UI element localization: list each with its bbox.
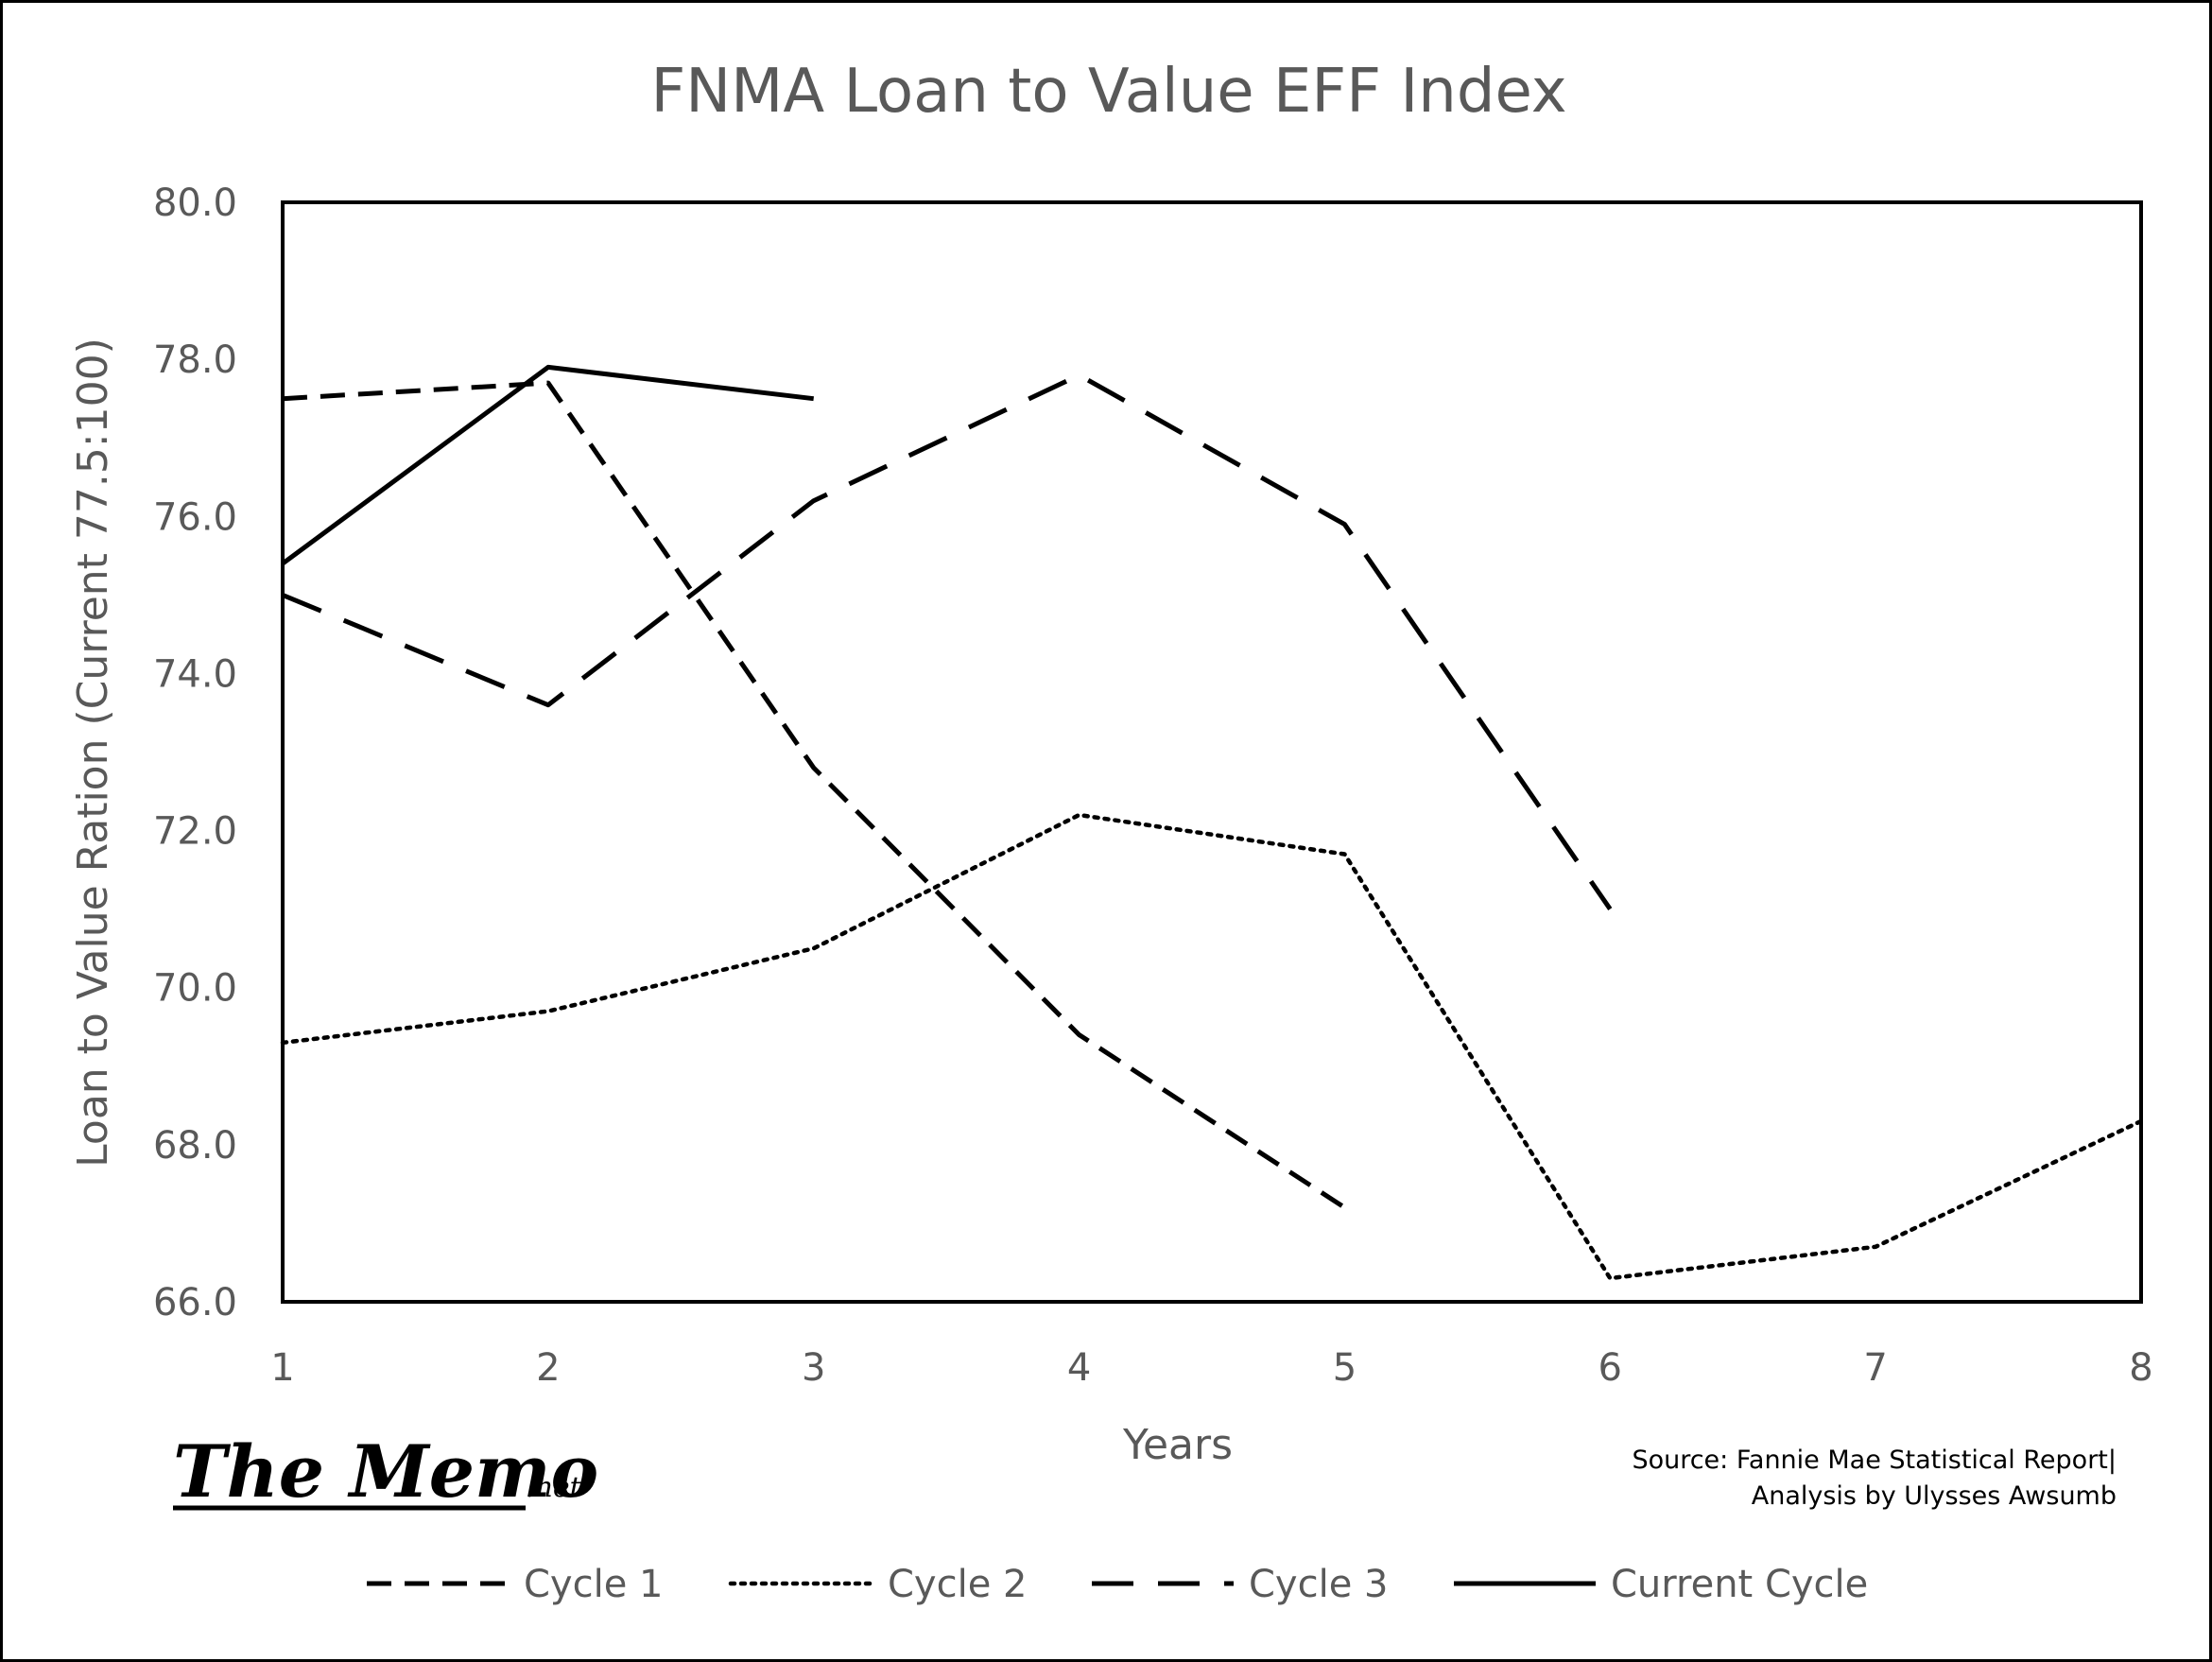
x-axis-label: Years [1122, 1421, 1233, 1469]
y-tick-label-3: 72.0 [153, 810, 237, 854]
x-tick-label-3: 4 [1067, 1346, 1091, 1390]
series-line-1 [282, 380, 1346, 1210]
y-axis-ticks: 66.0 68.0 70.0 72.0 74.0 76.0 78.0 80.0 [153, 182, 237, 1324]
logo-suffix: .net [526, 1471, 582, 1504]
x-axis-ticks: 1 2 3 4 5 6 7 8 [270, 1346, 2152, 1390]
y-tick-label-5: 76.0 [153, 495, 237, 539]
chart-title: FNMA Loan to Value EFF Index [650, 57, 1566, 127]
legend-label-2: Cycle 2 [888, 1563, 1027, 1606]
y-tick-label-1: 68.0 [153, 1124, 237, 1168]
legend-label-4: Current Cycle [1611, 1563, 1868, 1606]
x-tick-label-4: 5 [1333, 1346, 1357, 1390]
x-tick-label-6: 7 [1863, 1346, 1887, 1390]
y-tick-label-7: 80.0 [153, 182, 237, 225]
series-line-4 [281, 364, 814, 566]
x-tick-label-1: 2 [536, 1346, 560, 1390]
plot-border [281, 200, 2143, 1304]
x-tick-label-5: 6 [1599, 1346, 1622, 1390]
y-tick-label-2: 70.0 [153, 967, 237, 1011]
line-chart: FNMA Loan to Value EFF Index 66.0 68.0 70.… [69, 57, 2153, 1606]
x-tick-label-0: 1 [270, 1346, 294, 1390]
source-line-1: Source: Fannie Mae Statistical Report| [1632, 1446, 2117, 1475]
logo-text: The Memo [173, 1429, 598, 1514]
series-line-3 [282, 372, 1613, 911]
x-tick-label-2: 3 [802, 1346, 825, 1390]
series-line-2 [280, 812, 2144, 1281]
plot-area [280, 200, 2144, 1304]
y-axis-label: Loan to Value Ration (Current 77.5:100) [69, 338, 117, 1168]
series-layer [280, 364, 2144, 1281]
x-tick-label-7: 8 [2129, 1346, 2152, 1390]
source-line-2: Analysis by Ulysses Awsumb [1752, 1481, 2117, 1511]
legend-label-3: Cycle 3 [1249, 1563, 1388, 1606]
y-tick-label-4: 74.0 [153, 652, 237, 696]
chart-legend: Cycle 1 Cycle 2 Cycle 3 Current Cycle [367, 1563, 1868, 1606]
y-tick-label-0: 66.0 [153, 1281, 237, 1324]
the-memo-logo: The Memo .net [173, 1429, 598, 1514]
y-tick-label-6: 78.0 [153, 338, 237, 382]
legend-label-1: Cycle 1 [524, 1563, 663, 1606]
